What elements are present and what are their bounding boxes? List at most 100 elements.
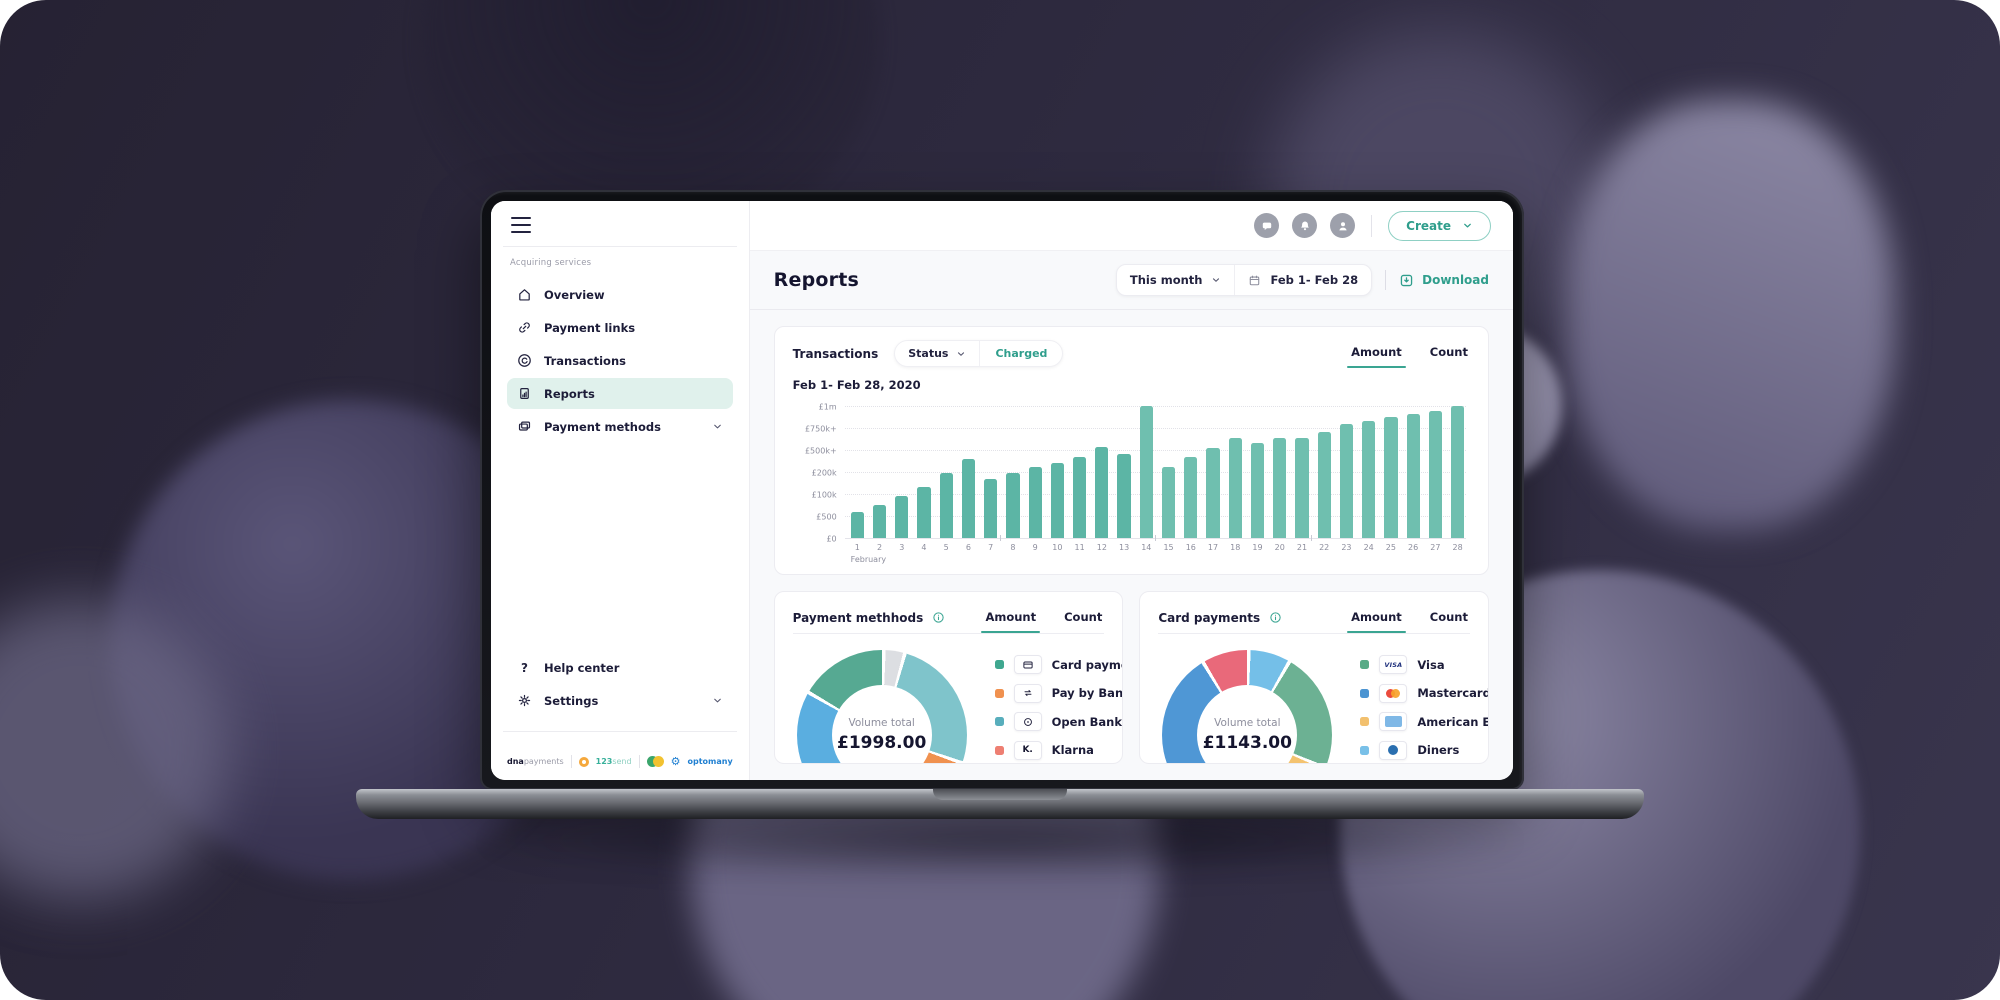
bar-day-25 — [1384, 416, 1398, 538]
sidebar-item-payment-links[interactable]: Payment links — [507, 312, 733, 343]
card-payments-card-title: Card payments — [1158, 610, 1261, 625]
period-selector[interactable]: This month — [1117, 265, 1235, 295]
amex-logo-icon — [1379, 712, 1408, 731]
download-icon — [1400, 274, 1413, 286]
gridline: £100k — [812, 491, 1466, 500]
week-tick — [1155, 535, 1157, 541]
bar-day-4 — [917, 486, 931, 538]
y-axis-tick: £750k+ — [804, 424, 837, 434]
sidebar-item-settings[interactable]: Settings — [507, 685, 733, 716]
hamburger-menu-icon[interactable] — [511, 217, 531, 233]
legend-swatch — [994, 660, 1004, 669]
gridline: £500k+ — [805, 447, 1466, 456]
x-axis-tick: 14 — [1141, 543, 1152, 552]
x-axis-tick: 20 — [1274, 543, 1285, 552]
status-dropdown[interactable]: Status — [895, 341, 979, 366]
divider — [503, 731, 737, 732]
legend-item-klarna: K. Klarna — [994, 740, 1123, 760]
bar-day-10 — [1050, 462, 1064, 538]
sidebar-item-help-center[interactable]: ? Help center — [521, 661, 620, 675]
bar-day-5 — [939, 473, 953, 538]
bar-day-9 — [1028, 466, 1042, 538]
download-label: Download — [1422, 273, 1489, 287]
status-value-chip[interactable]: Charged — [979, 341, 1062, 366]
download-button[interactable]: Download — [1399, 273, 1489, 288]
gridline: £500 — [816, 513, 1466, 522]
optomany-logo: optomany — [687, 757, 733, 766]
x-axis-tick: 10 — [1052, 543, 1063, 552]
transactions-card-title: Transactions — [792, 346, 879, 361]
y-axis-tick: £500k+ — [804, 446, 837, 456]
status-value-label: Charged — [995, 347, 1048, 360]
bar-day-15 — [1161, 466, 1176, 538]
notifications-bell-icon[interactable] — [1292, 213, 1318, 238]
app-window: Acquiring services Overview Payment links… — [491, 201, 1513, 780]
create-button-label: Create — [1406, 218, 1451, 233]
profile-avatar-icon[interactable] — [1330, 213, 1356, 238]
tab-count[interactable]: Count — [1429, 610, 1468, 624]
card-payments-card: Card payments Amount Count — [1139, 591, 1489, 764]
tab-amount[interactable]: Amount — [981, 604, 1040, 633]
sidebar-item-reports[interactable]: Reports — [507, 378, 733, 409]
divider — [503, 246, 737, 247]
chart-date-caption: Feb 1- Feb 28, 2020 — [792, 378, 921, 392]
page-title: Reports — [773, 269, 859, 291]
bar-day-8 — [1006, 473, 1020, 538]
bar-day-12 — [1095, 446, 1109, 538]
bar-day-28 — [1450, 406, 1465, 538]
tab-amount[interactable]: Amount — [1347, 339, 1406, 368]
open-logo-icon — [1013, 712, 1042, 731]
x-axis-tick: 4 — [921, 543, 927, 552]
x-axis-tick: 12 — [1096, 543, 1107, 552]
partner-logos: dnapayments 123send ⚙ optomany — [507, 755, 733, 768]
info-icon[interactable] — [1269, 611, 1282, 624]
sidebar-item-transactions[interactable]: Transactions — [507, 345, 733, 376]
payment-methods-card-title: Payment methhods — [792, 610, 924, 625]
status-filter-pill: Status Charged — [894, 340, 1064, 367]
y-axis-tick: £1m — [818, 402, 837, 412]
bar-day-11 — [1073, 457, 1087, 538]
card-payments-tabs: Amount Count — [1347, 604, 1470, 633]
x-axis-tick: 25 — [1385, 543, 1396, 552]
sidebar-item-payment-methods[interactable]: Payment methods — [507, 411, 733, 442]
y-axis-tick: £100k — [811, 490, 837, 500]
sidebar-nav-bottom: ? Help center Settings — [507, 651, 733, 718]
legend-item-american-express: American Express — [1360, 712, 1488, 731]
tab-count[interactable]: Count — [1064, 610, 1103, 624]
sidebar-item-overview[interactable]: Overview — [507, 279, 733, 310]
bar-day-22 — [1317, 432, 1331, 538]
bar-day-16 — [1184, 457, 1198, 538]
x-axis-tick: 3 — [899, 543, 905, 552]
content-area: Transactions Status Charged — [750, 310, 1513, 780]
background-blob — [1565, 100, 1895, 530]
legend-swatch — [994, 745, 1004, 755]
tab-amount[interactable]: Amount — [1347, 604, 1406, 633]
x-axis-tick: 7 — [988, 543, 994, 552]
x-axis-tick: 24 — [1363, 543, 1374, 552]
legend-swatch — [1360, 660, 1370, 669]
legend-swatch — [1360, 717, 1370, 726]
x-axis-tick: 9 — [1032, 543, 1038, 552]
bar-day-3 — [895, 495, 909, 538]
transactions-card: Transactions Status Charged — [773, 326, 1489, 575]
donut-center-label: Volume total — [848, 717, 915, 729]
chat-icon[interactable] — [1254, 213, 1280, 238]
date-range-pill: This month Feb 1- Feb 28 — [1115, 264, 1373, 296]
payment-methods-tabs: Amount Count — [981, 604, 1104, 633]
date-range-picker[interactable]: Feb 1- Feb 28 — [1234, 265, 1371, 295]
create-button[interactable]: Create — [1388, 210, 1491, 241]
topbar: Create — [749, 201, 1513, 251]
diners-logo-icon — [1379, 740, 1408, 760]
background-blob — [0, 600, 230, 900]
status-dropdown-label: Status — [908, 347, 949, 360]
bar-day-23 — [1339, 424, 1354, 538]
tab-count[interactable]: Count — [1429, 345, 1468, 359]
donut-center-label: Volume total — [1214, 717, 1281, 729]
partner-coins-logo-icon — [646, 756, 664, 767]
x-axis-tick: 13 — [1118, 543, 1130, 552]
laptop-base — [356, 789, 1644, 819]
donut-center-value: £1143.00 — [1202, 733, 1292, 753]
info-icon[interactable] — [932, 611, 945, 624]
x-axis-tick: 16 — [1185, 543, 1196, 552]
y-axis-tick: £200k — [811, 468, 837, 478]
